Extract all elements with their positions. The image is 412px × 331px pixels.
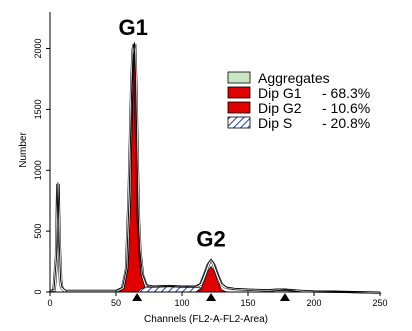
- peak-marker-2: [206, 293, 217, 301]
- legend-swatch-dip-g2: [227, 101, 251, 114]
- y-tick-label-1000: 1000: [33, 160, 43, 180]
- histogram-trace-1: [49, 42, 381, 293]
- legend-swatch-aggregates: [227, 71, 251, 84]
- x-tick-label-150: 150: [240, 298, 255, 308]
- legend-value-dip-g1: - 68.3%: [322, 85, 370, 101]
- y-tick-label-1500: 1500: [33, 99, 43, 119]
- peak-label-g1: G1: [118, 15, 147, 40]
- x-tick-label-100: 100: [174, 298, 189, 308]
- x-tick-label-50: 50: [111, 298, 121, 308]
- peak-marker-3: [279, 293, 290, 301]
- peak-marker-1: [132, 293, 143, 301]
- x-tick-label-250: 250: [372, 298, 387, 308]
- y-tick-label-500: 500: [33, 224, 43, 239]
- peak-label-g2: G2: [196, 227, 225, 252]
- legend-value-dip-s: - 20.8%: [322, 115, 370, 131]
- y-tick-label-2000: 2000: [33, 39, 43, 59]
- legend-label-dip-s: Dip S: [258, 115, 292, 131]
- legend-label-dip-g2: Dip G2: [258, 100, 302, 116]
- y-tick-label-0: 0: [33, 289, 43, 294]
- legend-label-dip-g1: Dip G1: [258, 85, 302, 101]
- x-tick-label-0: 0: [47, 298, 52, 308]
- legend-label-aggregates: Aggregates: [258, 70, 330, 86]
- x-tick-label-200: 200: [306, 298, 321, 308]
- x-axis-label: Channels (FL2-A-FL2-Area): [144, 314, 268, 325]
- legend-swatch-dip-g1: [227, 86, 251, 99]
- histogram-trace-2: [51, 43, 382, 294]
- legend-swatch-dip-s: [227, 116, 251, 129]
- legend-value-dip-g2: - 10.6%: [322, 100, 370, 116]
- y-axis-label: Number: [18, 132, 29, 168]
